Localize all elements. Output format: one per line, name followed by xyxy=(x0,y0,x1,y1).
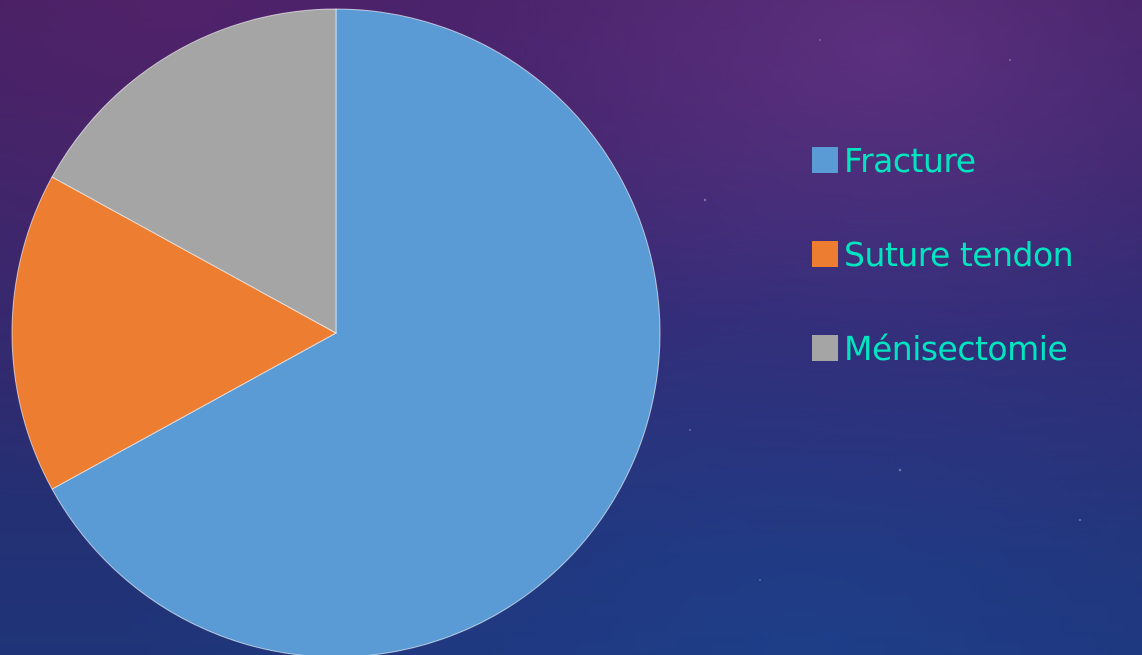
pie-slice-fracture xyxy=(51,8,661,655)
pie-slice-suture-tendon xyxy=(11,176,338,490)
pie-chart xyxy=(11,8,661,655)
legend-label-fracture: Fracture xyxy=(844,140,976,180)
legend-label-suture-tendon: Suture tendon xyxy=(844,234,1074,274)
legend-item-suture-tendon: Suture tendon xyxy=(812,232,1142,276)
legend-swatch-fracture xyxy=(812,147,838,173)
legend-swatch-suture-tendon xyxy=(812,241,838,267)
legend-item-menisectomie: Ménisectomie xyxy=(812,326,1142,370)
legend-label-menisectomie: Ménisectomie xyxy=(844,328,1068,368)
legend-swatch-menisectomie xyxy=(812,335,838,361)
pie-slice-menisectomie xyxy=(51,8,337,334)
chart-legend: Fracture Suture tendon Ménisectomie xyxy=(812,138,1142,420)
legend-item-fracture: Fracture xyxy=(812,138,1142,182)
